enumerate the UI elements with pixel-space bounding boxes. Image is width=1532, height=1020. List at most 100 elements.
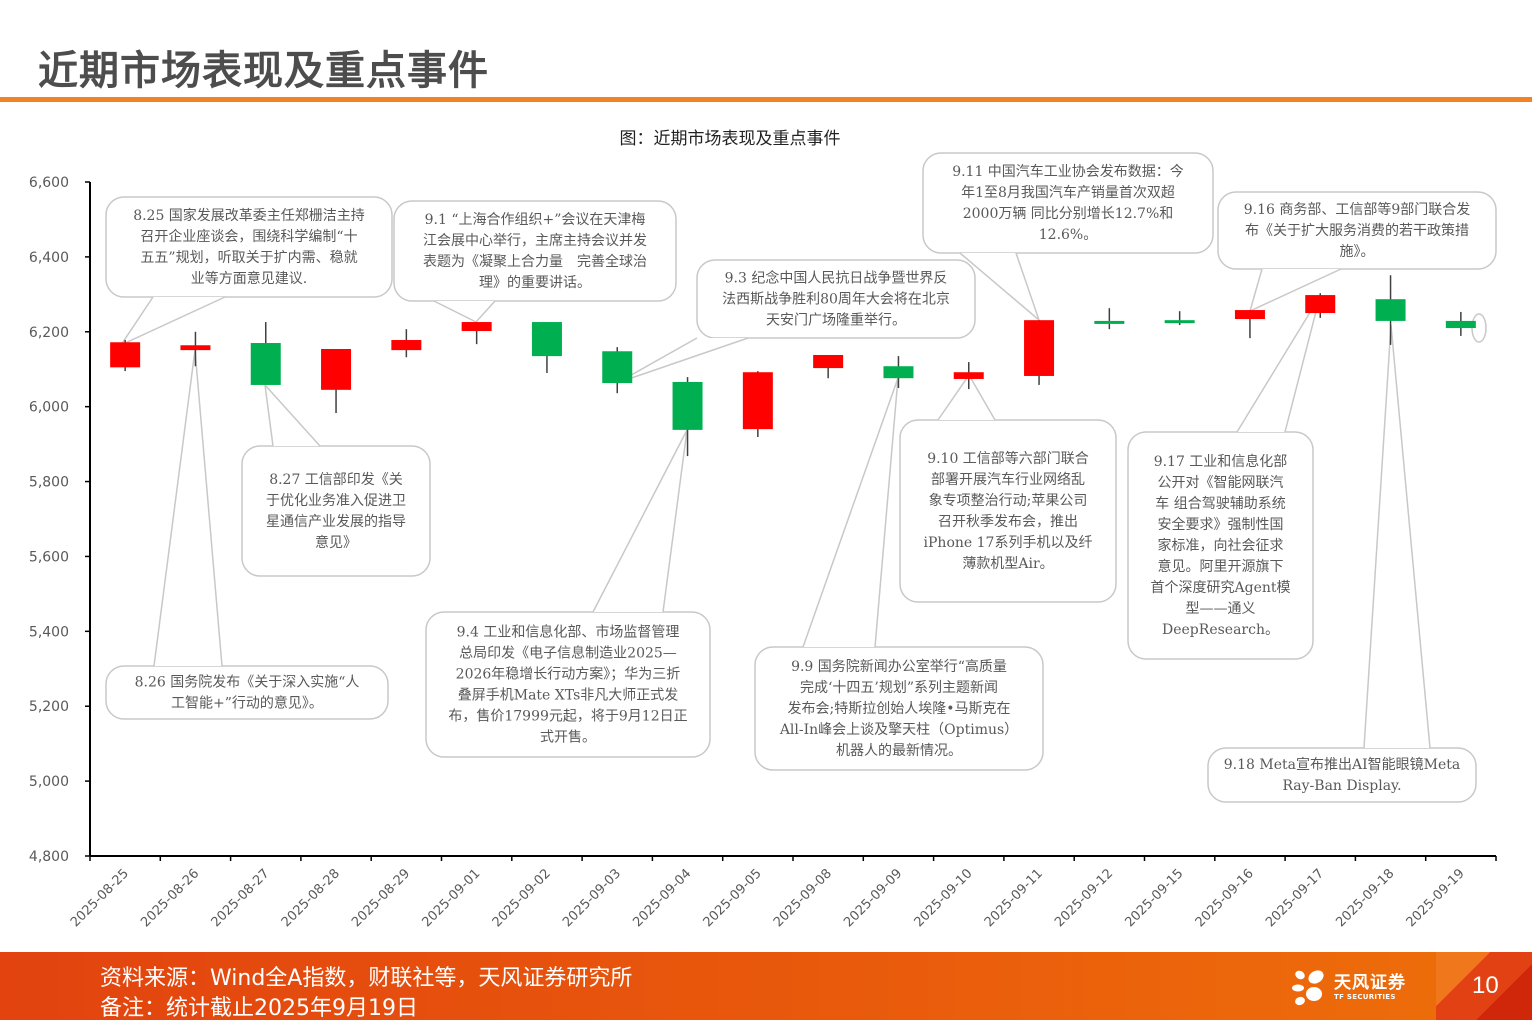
annotation-text: 8.25 国家发展改革委主任郑栅洁主持 [133, 207, 365, 224]
source-note: 资料来源：Wind全A指数，财联社等，天风证券研究所 [100, 966, 633, 991]
candle-2025-09-03 [602, 347, 633, 394]
x-tick-label: 2025-09-04 [630, 866, 694, 930]
annotation-callout [425, 429, 711, 758]
x-tick-label: 2025-09-01 [419, 866, 483, 930]
annotation-text: 9.4 工业和信息化部、市场监督管理 [457, 624, 680, 641]
candlestick-chart: 4,800 5,000 5,200 5,400 5,600 5,800 6,000 6,200… [29, 152, 1497, 930]
candle-2025-09-04 [672, 377, 703, 457]
y-tick-label: 5,800 [29, 475, 69, 491]
y-tick-label: 6,200 [29, 325, 69, 341]
annotation-text: 9.1 “上海合作组织+”会议在天津梅 [425, 212, 646, 228]
y-tick-label: 5,400 [29, 624, 69, 640]
y-tick-label: 5,200 [29, 699, 69, 715]
candle-2025-08-25 [110, 340, 141, 372]
annotation-text: 8.27 工信部印发《关 [269, 472, 403, 488]
x-tick-label: 2025-09-16 [1193, 866, 1257, 930]
candle-2025-09-18 [1375, 275, 1406, 345]
x-tick-label: 2025-08-25 [68, 866, 132, 930]
x-tick-label: 2025-09-17 [1263, 866, 1327, 930]
x-tick-label: 2025-09-12 [1052, 866, 1116, 930]
page-number: 10 [1472, 972, 1499, 999]
annotation-text: 业等方面意见建议. [191, 270, 307, 287]
annotation-text: 象专项整治行动;苹果公司 [929, 493, 1088, 509]
annotation-text: 家标准，向社会征求 [1158, 537, 1284, 554]
page-number-tile [1436, 952, 1532, 1020]
candle-2025-09-11 [1024, 320, 1055, 385]
annotation-text: 9.3 纪念中国人民抗日战争暨世界反 [725, 270, 948, 287]
x-tick-label: 2025-09-08 [771, 866, 835, 930]
candle-2025-08-28 [321, 349, 352, 414]
annotation-text: 公开对《智能网联汽 [1158, 475, 1284, 491]
candle-2025-09-05 [742, 371, 773, 437]
annotation-callout [1207, 324, 1477, 803]
annotation-text: 法西斯战争胜利80周年大会将在北京 [722, 292, 950, 308]
annotation-text: 叠屏手机Mate XTs非凡大师正式发 [458, 688, 679, 704]
annotation-callout [393, 200, 677, 323]
x-tick-label: 2025-09-10 [912, 866, 976, 930]
annotation-text: 施》。 [1340, 244, 1375, 260]
annotation-text: DeepResearch。 [1162, 622, 1279, 638]
annotation-callout [241, 382, 431, 577]
annotation-text: 型——通义 [1186, 601, 1256, 617]
annotation-text: 安全要求》强制性国 [1158, 516, 1284, 533]
annotation-text: 9.17 工业和信息化部 [1154, 453, 1288, 470]
y-tick-label: 5,000 [29, 774, 69, 790]
x-tick-label: 2025-09-15 [1122, 866, 1186, 930]
annotation-texts: 8.25 国家发展改革委主任郑栅洁主持召开企业座谈会，围绕科学编制“十五五”规划… [133, 163, 1470, 794]
annotation-text: 薄款机型Air。 [962, 556, 1053, 572]
annotation-callout [105, 349, 389, 720]
annotation-text: 布，售价17999元起，将于9月12日正 [448, 709, 687, 725]
y-tick-label: 6,400 [29, 250, 69, 266]
annotation-text: 天安门广场隆重举行。 [766, 313, 906, 329]
title-divider [0, 97, 1532, 102]
y-tick-label: 6,600 [29, 175, 69, 191]
annotation-text: 召开企业座谈会，围绕科学编制“十 [140, 228, 357, 245]
x-tick-label: 2025-09-18 [1333, 866, 1397, 930]
annotation-text: 表题为《凝聚上合力量 完善全球治 [423, 253, 647, 270]
annotation-text: 五五”规划，听取关于扩内需、稳就 [140, 250, 357, 266]
flower-logo-icon [1292, 970, 1324, 1006]
candle-2025-09-01 [461, 322, 492, 345]
candle-2025-09-08 [813, 354, 844, 379]
annotation-text: 9.18 Meta宣布推出AI智能眼镜Meta [1224, 757, 1460, 773]
annotation-callout [899, 373, 1117, 603]
annotation-text: 9.11 中国汽车工业协会发布数据：今 [952, 163, 1184, 180]
annotation-text: 于优化业务准入促进卫 [266, 493, 406, 509]
cutoff-note: 备注：统计截止2025年9月19日 [100, 996, 418, 1020]
annotation-text: Ray-Ban Display. [1282, 778, 1401, 794]
candle-2025-09-15 [1164, 311, 1195, 326]
x-tick-label: 2025-09-19 [1404, 866, 1468, 930]
annotation-text: 星通信产业发展的指导 [266, 514, 406, 530]
annotation-callout [922, 152, 1214, 323]
slide-title: 近期市场表现及重点事件 [38, 48, 489, 94]
annotation-callout [754, 377, 1044, 771]
annotation-text: 9.10 工信部等六部门联合 [927, 450, 1089, 467]
chart-title: 图：近期市场表现及重点事件 [619, 129, 841, 149]
x-tick-label: 2025-09-11 [982, 866, 1046, 930]
annotation-text: 工智能+”行动的意见》。 [171, 695, 323, 712]
x-tick-label: 2025-09-09 [841, 866, 905, 930]
annotation-text: 发布会;特斯拉创始人埃隆•马斯克在 [788, 701, 1011, 717]
annotation-text: 完成‘十四五’规划”系列主题新闻 [800, 680, 998, 696]
annotation-callout [1127, 295, 1321, 660]
candle-2025-09-02 [531, 322, 562, 373]
candle-2025-09-10 [953, 362, 984, 390]
annotation-text: 机器人的最新情况。 [836, 743, 962, 759]
annotation-text: 年1至8月我国汽车产销量首次双超 [961, 184, 1175, 201]
annotation-text: 车 组合驾驶辅助系统 [1155, 495, 1285, 512]
x-tick-label: 2025-09-05 [701, 866, 765, 930]
candle-2025-08-27 [250, 322, 281, 385]
footer-bar: 资料来源：Wind全A指数，财联社等，天风证券研究所 备注：统计截止2025年9… [0, 952, 1532, 1020]
annotation-text: 布《关于扩大服务消费的若干政策措 [1245, 222, 1469, 239]
x-tick-label: 2025-09-03 [560, 866, 624, 930]
annotation-text: 总局印发《电子信息制造业2025— [459, 645, 677, 662]
annotation-text: 8.26 国务院发布《关于深入实施“人 [135, 675, 360, 691]
candle-2025-09-16 [1234, 310, 1265, 339]
x-tick-label: 2025-08-27 [209, 866, 273, 930]
candle-2025-08-26 [180, 331, 211, 367]
annotation-text: iPhone 17系列手机以及纤 [924, 535, 1093, 551]
candle-2025-09-17 [1305, 293, 1336, 318]
candle-2025-09-19 [1445, 311, 1476, 336]
x-tick-label: 2025-09-02 [490, 866, 554, 930]
annotation-text: 式开售。 [540, 730, 596, 746]
